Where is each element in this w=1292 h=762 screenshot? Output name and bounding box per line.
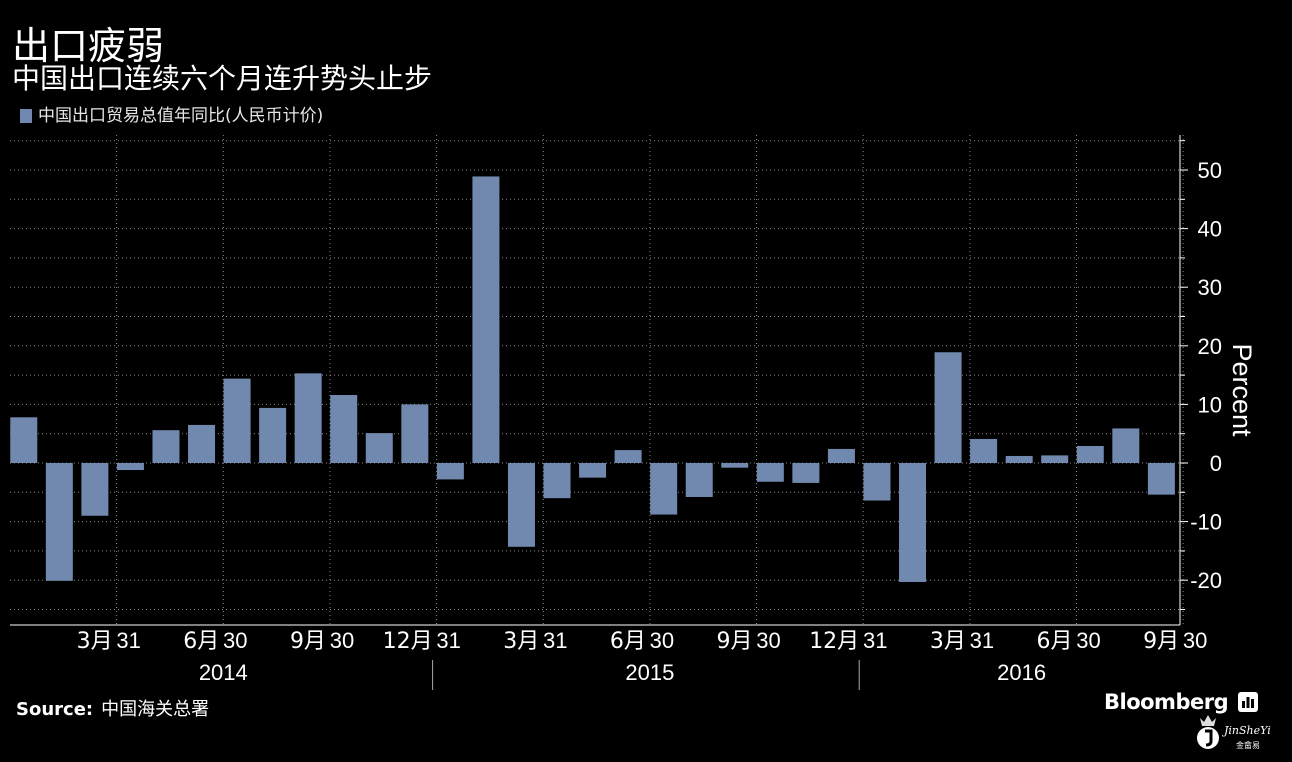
bar-2016-09 xyxy=(1147,463,1175,495)
bar-2014-06 xyxy=(188,424,216,463)
legend-swatch xyxy=(20,109,32,123)
y-tick-label: 50 xyxy=(1198,158,1222,183)
bar-2014-07 xyxy=(223,378,251,463)
y-tick-label: 40 xyxy=(1198,217,1222,242)
x-tick-label-day: 30 xyxy=(223,628,247,653)
bar-2015-01 xyxy=(436,463,464,480)
bar-2016-07 xyxy=(1076,446,1104,463)
x-tick-label-day: 31 xyxy=(863,628,887,653)
x-tick-label-month: 12月 xyxy=(383,629,433,654)
x-tick-label-day: 30 xyxy=(756,628,780,653)
bar-2014-02 xyxy=(45,463,73,581)
x-tick-label-month: 9月 xyxy=(717,629,753,654)
x-tick-label-month: 9月 xyxy=(290,629,326,654)
bar-2015-09 xyxy=(721,463,749,468)
x-tick-label-month: 12月 xyxy=(809,629,859,654)
bar-2014-11 xyxy=(365,433,393,463)
chart-title: 出口疲弱 xyxy=(12,24,165,68)
bar-2015-12 xyxy=(827,448,855,463)
bar-2015-10 xyxy=(756,463,784,482)
bar-2016-08 xyxy=(1112,428,1140,463)
x-tick-label-month: 6月 xyxy=(1037,629,1073,654)
y-axis-title: Percent xyxy=(1227,343,1257,437)
bar-2015-02 xyxy=(472,176,500,464)
bar-2014-04 xyxy=(116,463,144,471)
source-label: Source: xyxy=(16,699,94,720)
legend-label: 中国出口贸易总值年同比(人民币计价) xyxy=(38,106,324,126)
y-tick-label: -20 xyxy=(1190,568,1222,593)
watermark-sub: 金畲易 xyxy=(1236,740,1260,750)
bar-2016-01 xyxy=(863,463,891,501)
bar-2016-03 xyxy=(934,352,962,463)
bar-2014-09 xyxy=(294,373,322,463)
legend: 中国出口贸易总值年同比(人民币计价) xyxy=(20,105,323,127)
bar-2015-06 xyxy=(614,450,642,463)
bar-2014-08 xyxy=(259,407,287,463)
bar-2015-04 xyxy=(543,463,571,499)
chart-subtitle: 中国出口连续六个月连升势头止步 xyxy=(12,62,433,95)
bar-2016-06 xyxy=(1041,455,1069,463)
y-tick-label: 20 xyxy=(1198,334,1222,359)
bloomberg-bars-icon xyxy=(1238,692,1259,712)
bar-2015-05 xyxy=(579,463,607,478)
y-tick-label: 0 xyxy=(1210,451,1222,476)
year-label: 2015 xyxy=(625,660,674,685)
watermark-name: JinSheYi xyxy=(1222,724,1271,737)
x-tick-label-month: 6月 xyxy=(183,629,219,654)
x-tick-label-month: 3月 xyxy=(930,629,966,654)
grid-layer xyxy=(10,135,1184,625)
x-tick-label-day: 30 xyxy=(650,628,674,653)
brand-name: Bloomberg xyxy=(1104,690,1229,714)
y-tick-label: 10 xyxy=(1198,392,1222,417)
source-text: 中国海关总署 xyxy=(101,699,210,720)
bar-layer xyxy=(10,176,1175,582)
bar-2016-02 xyxy=(899,463,927,582)
x-tick-label-month: 6月 xyxy=(610,629,646,654)
x-tick-label-day: 30 xyxy=(1183,628,1207,653)
year-label: 2014 xyxy=(199,660,248,685)
jinsheyi-watermark: JinSheYi 金畲易 xyxy=(1197,715,1271,750)
x-tick-label-day: 31 xyxy=(543,628,567,653)
source-note: Source: 中国海关总署 xyxy=(16,698,209,722)
watermark-emblem xyxy=(1197,727,1219,749)
x-tick-label-day: 30 xyxy=(330,628,354,653)
x-tick-label-month: 3月 xyxy=(77,629,113,654)
bloomberg-logo: Bloomberg xyxy=(1104,690,1259,714)
bar-2014-12 xyxy=(401,404,429,463)
bar-2014-01 xyxy=(10,417,38,463)
bar-2014-05 xyxy=(152,430,180,463)
y-tick-label: 30 xyxy=(1198,275,1222,300)
bar-2015-07 xyxy=(650,463,678,515)
bar-2016-04 xyxy=(970,438,998,463)
x-tick-label-month: 9月 xyxy=(1143,629,1179,654)
year-label: 2016 xyxy=(997,660,1046,685)
x-tick-label-day: 31 xyxy=(116,628,140,653)
bar-2015-08 xyxy=(685,463,713,497)
x-tick-label-month: 3月 xyxy=(503,629,539,654)
bar-2014-03 xyxy=(81,463,109,516)
bar-2016-05 xyxy=(1005,455,1033,463)
crown-icon xyxy=(1200,715,1216,726)
x-tick-label-day: 30 xyxy=(1076,628,1100,653)
y-tick-label: -10 xyxy=(1190,510,1222,535)
x-tick-label-day: 31 xyxy=(436,628,460,653)
bar-2015-03 xyxy=(507,463,535,547)
x-tick-label-day: 31 xyxy=(970,628,994,653)
bar-2015-11 xyxy=(792,463,820,483)
bar-2014-10 xyxy=(330,395,358,463)
